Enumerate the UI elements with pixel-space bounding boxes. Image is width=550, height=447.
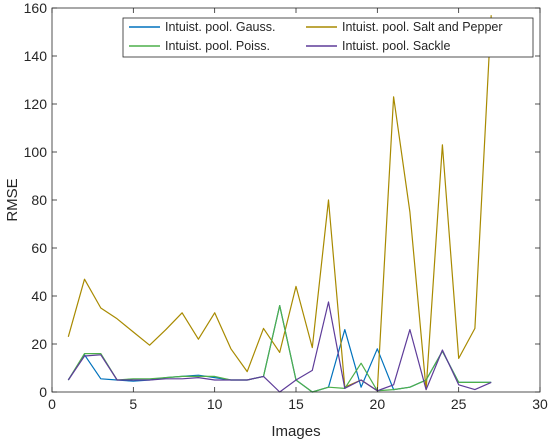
legend-entry-1: Intuist. pool. Gauss. [165,20,275,34]
y-tick-label: 40 [31,288,47,304]
x-tick-label: 10 [207,396,223,412]
y-tick-label: 60 [31,240,47,256]
y-tick-label: 0 [39,384,47,400]
y-tick-label: 140 [24,48,48,64]
legend-box [122,17,534,58]
x-tick-label: 30 [532,396,548,412]
x-axis-label: Images [271,423,320,440]
legend-entry-4: Intuist. pool. Sackle [342,39,450,53]
legend: Intuist. pool. Gauss. Intuist. pool. Salt… [122,17,534,58]
series-line-2 [67,15,492,392]
y-tick-label: 120 [24,96,48,112]
x-axis: 0 5 10 15 20 25 30 [48,8,548,412]
series-line-3 [67,305,492,393]
legend-entry-3: Intuist. pool. Poiss. [165,39,270,53]
y-tick-label: 160 [24,0,48,16]
x-tick-label: 15 [288,396,304,412]
x-tick-label: 25 [451,396,467,412]
x-tick-label: 0 [48,396,56,412]
legend-entry-2: Intuist. pool. Salt and Pepper [342,20,503,34]
x-tick-label: 5 [129,396,137,412]
y-axis-label: RMSE [4,178,21,221]
y-tick-label: 100 [24,144,48,160]
y-axis: 0 20 40 60 80 100 120 140 160 [24,0,540,400]
x-tick-label: 20 [370,396,386,412]
y-tick-label: 20 [31,336,47,352]
y-tick-label: 80 [31,192,47,208]
plot-area [52,8,540,392]
